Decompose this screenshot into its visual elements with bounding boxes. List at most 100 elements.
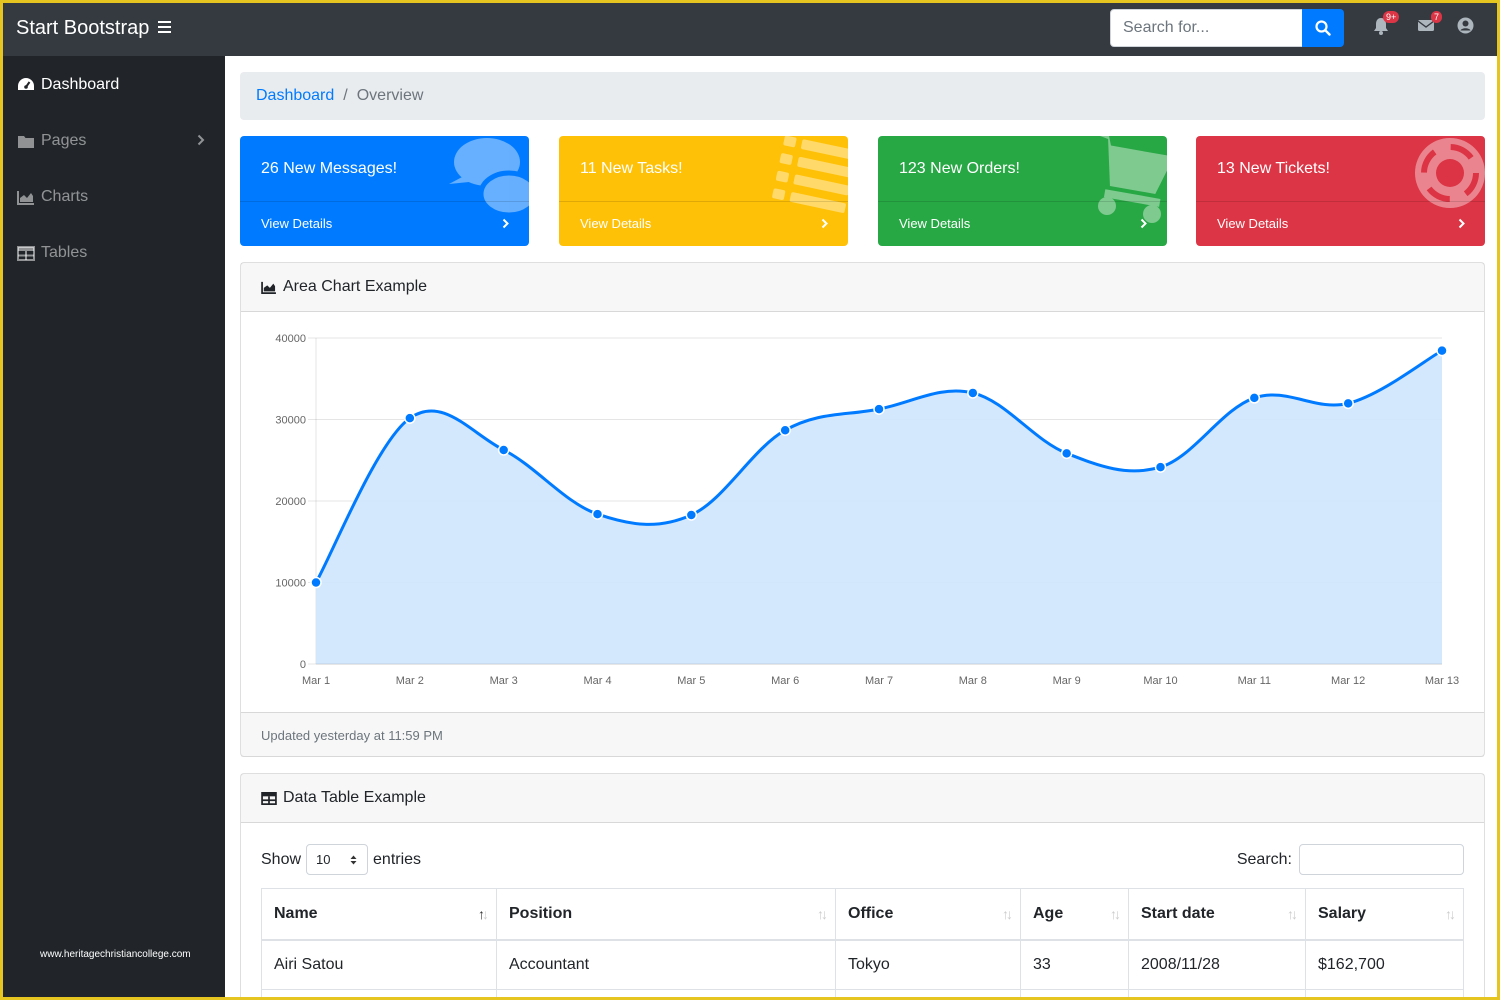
app-window: Start Bootstrap 9+ 7 Dashboard [3,3,1497,997]
area-chart-footer: Updated yesterday at 11:59 PM [241,712,1484,757]
tasks-card: 11 New Tasks! View Details [559,136,848,246]
entries-select[interactable]: 10 [306,844,369,875]
cell-position [496,989,836,997]
tasks-card-title: 11 New Tasks! [580,160,683,177]
sort-icon: ↑↓ [1002,906,1013,922]
shopping-cart-icon [1087,136,1167,223]
user-dropdown[interactable] [1457,17,1479,39]
sidebar-item-label: Pages [41,132,87,149]
sidebar-item-charts[interactable]: Charts [17,185,217,209]
sidebar-item-dashboard[interactable]: Dashboard [17,73,217,97]
y-tick-label: 0 [300,659,306,671]
x-tick-label: Mar 4 [583,675,611,687]
view-details-label: View Details [899,216,971,231]
search-input[interactable] [1110,9,1303,47]
brand-link[interactable]: Start Bootstrap [16,17,150,39]
sidebar: Dashboard Pages Charts Tables www.herita… [3,56,225,997]
view-details-label: View Details [261,216,333,231]
sort-icon: ↑↓ [817,906,828,922]
data-point [404,412,416,424]
data-point [1060,447,1073,460]
cell-name: Airi Satou [261,939,497,990]
tachometer-icon [18,78,34,90]
sort-icon: ↑↓ [1445,906,1456,922]
data-point [591,508,604,520]
messages-view-details-link[interactable]: View Details [240,201,529,246]
table-row [261,989,1464,997]
view-details-label: View Details [1217,216,1289,231]
column-header-age[interactable]: Age ↑↓ [1020,888,1129,941]
orders-card-title: 123 New Orders! [899,160,1020,177]
breadcrumb-separator: / [343,87,348,104]
show-label: Show [261,850,302,868]
watermark-text: www.heritagechristiancollege.com [40,949,191,960]
y-tick-label: 20000 [275,496,306,508]
top-navbar: Start Bootstrap 9+ 7 [3,3,1497,56]
search-button[interactable] [1302,9,1344,47]
area-fill [316,350,1442,664]
table-search-control: Search: [1237,844,1464,875]
data-point [685,509,698,521]
sidebar-item-label: Charts [41,188,89,205]
x-tick-label: Mar 13 [1425,675,1459,687]
chevron-right-icon [821,218,828,229]
cell-start-date: 2008/11/28 [1128,939,1306,990]
table-header-row: Name ↑↓ Position ↑↓ Office ↑↓ Age ↑↓ Start d… [261,888,1464,941]
column-header-label: Name [274,904,318,922]
messages-dropdown[interactable]: 7 [1417,11,1443,39]
column-header-position[interactable]: Position ↑↓ [496,888,836,941]
x-tick-label: Mar 6 [771,675,799,687]
messages-card: 26 New Messages! View Details [240,136,529,246]
data-point [873,403,885,415]
navbar-search [1110,9,1344,47]
data-point [967,387,979,399]
life-ring-icon [1415,138,1485,208]
messages-badge: 7 [1431,11,1443,23]
comments-icon [449,138,529,218]
column-header-office[interactable]: Office ↑↓ [835,888,1021,941]
x-tick-label: Mar 7 [865,675,893,687]
sidebar-item-pages[interactable]: Pages [17,129,217,153]
sort-icon: ↑↓ [478,906,489,922]
list-icon [772,136,848,213]
sidebar-toggle-button[interactable] [158,18,176,38]
table-icon [261,791,277,805]
view-details-label: View Details [580,216,652,231]
column-header-start-date[interactable]: Start date ↑↓ [1128,888,1306,941]
data-point [310,576,322,589]
table-search-input[interactable] [1299,844,1464,875]
data-point [1342,397,1354,410]
data-point [779,424,791,436]
column-header-name[interactable]: Name ↑↓ [261,888,497,941]
orders-view-details-link[interactable]: View Details [878,201,1167,246]
sidebar-item-label: Dashboard [41,76,120,93]
tasks-view-details-link[interactable]: View Details [559,201,848,246]
x-tick-label: Mar 8 [959,675,987,687]
breadcrumb-link-dashboard[interactable]: Dashboard [256,87,335,104]
cell-age [1020,989,1129,997]
chevron-right-icon [1140,218,1147,229]
data-table-title: Data Table Example [283,789,426,806]
data-point [497,444,510,456]
cell-position: Accountant [496,939,836,990]
tickets-view-details-link[interactable]: View Details [1196,201,1485,246]
x-tick-label: Mar 3 [490,675,518,687]
entries-length-control: Show 10 entries [261,844,421,875]
column-header-salary[interactable]: Salary ↑↓ [1305,888,1464,941]
breadcrumb: Dashboard / Overview [240,72,1485,120]
cell-office: Tokyo [835,939,1021,990]
area-chart-card: Area Chart Example 0 10000 20000 30000 40000… [240,262,1485,757]
area-chart-icon [17,190,34,205]
cell-age: 33 [1020,939,1129,990]
sidebar-item-tables[interactable]: Tables [17,241,217,265]
x-tick-label: Mar 2 [396,675,424,687]
data-table-card: Data Table Example Show 10 entries Searc… [240,773,1485,997]
data-table: Name ↑↓ Position ↑↓ Office ↑↓ Age ↑↓ Start d… [261,888,1464,997]
y-tick-label: 30000 [275,415,306,427]
data-point [1154,461,1167,473]
area-chart-icon [261,281,276,294]
alerts-dropdown[interactable]: 9+ [1373,11,1400,39]
column-header-label: Office [848,904,894,922]
cell-name [261,989,497,997]
data-table-card-header: Data Table Example [241,774,1484,823]
